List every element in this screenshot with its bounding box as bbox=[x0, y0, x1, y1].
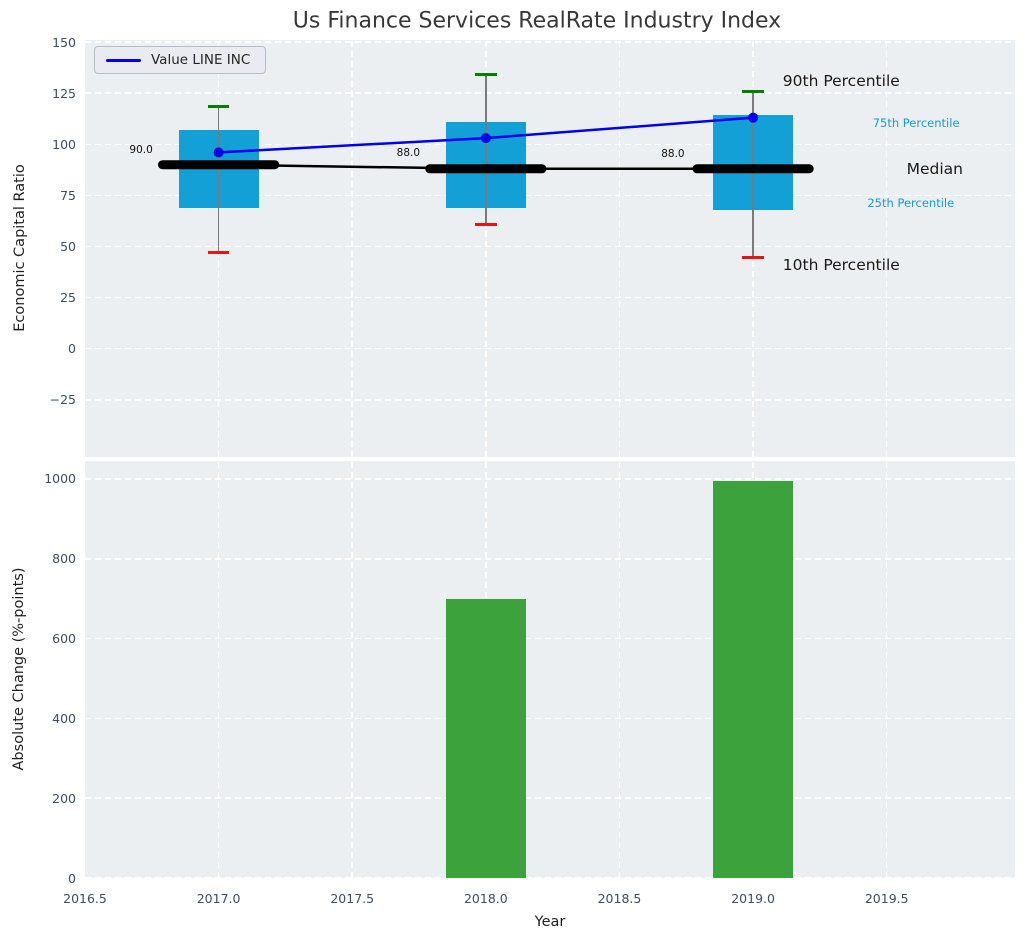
top-y-tick-label: −25 bbox=[49, 392, 76, 408]
gridline-horizontal bbox=[85, 92, 1015, 94]
top-y-tick-label: 0 bbox=[68, 341, 76, 357]
bottom-y-tick-label: 1000 bbox=[44, 471, 76, 487]
gridline-horizontal bbox=[85, 41, 1015, 43]
gridline-horizontal bbox=[85, 637, 1015, 640]
cap-10th-percentile bbox=[207, 251, 230, 255]
bar bbox=[713, 480, 794, 878]
top-y-tick-label: 125 bbox=[52, 85, 76, 101]
x-tick-label: 2019.5 bbox=[864, 891, 909, 906]
gridline-vertical bbox=[618, 461, 621, 878]
gridline-vertical bbox=[217, 461, 220, 878]
percentile-annotation: 10th Percentile bbox=[782, 255, 900, 274]
gridline-horizontal bbox=[85, 347, 1015, 350]
gridline-horizontal bbox=[85, 245, 1015, 248]
chart-title: Us Finance Services RealRate Industry In… bbox=[292, 8, 782, 34]
median-value-label: 90.0 bbox=[129, 144, 153, 157]
whisker-line bbox=[217, 106, 220, 253]
bottom-y-tick-label: 400 bbox=[52, 710, 76, 726]
gridline-vertical bbox=[351, 40, 353, 457]
percentile-annotation: 90th Percentile bbox=[782, 71, 900, 90]
bottom-y-tick-label: 600 bbox=[52, 631, 76, 647]
percentile-annotation: 25th Percentile bbox=[867, 195, 955, 210]
whisker-line bbox=[752, 91, 754, 258]
legend-label: Value LINE INC bbox=[151, 52, 251, 68]
gridline-horizontal bbox=[85, 296, 1015, 299]
bottom-y-tick-label: 200 bbox=[52, 790, 76, 806]
gridline-horizontal bbox=[85, 194, 1015, 197]
percentile-annotation: 75th Percentile bbox=[872, 115, 960, 130]
cap-90th-percentile bbox=[207, 104, 230, 108]
gridline-vertical bbox=[351, 461, 353, 878]
gridline-vertical bbox=[618, 40, 621, 457]
gridline-vertical bbox=[885, 461, 888, 878]
top-axes-background bbox=[85, 40, 1015, 457]
top-y-tick-label: 50 bbox=[60, 238, 76, 254]
x-tick-label: 2017.0 bbox=[196, 891, 241, 906]
legend-line-swatch bbox=[106, 58, 141, 62]
cap-10th-percentile bbox=[475, 223, 497, 227]
bottom-y-axis-label: Absolute Change (%-points) bbox=[11, 567, 27, 771]
x-axis-label: Year bbox=[534, 914, 566, 930]
whisker-line bbox=[485, 74, 487, 225]
median-value-label: 88.0 bbox=[396, 147, 421, 160]
x-tick-label: 2019.0 bbox=[731, 891, 775, 906]
x-tick-label: 2016.5 bbox=[63, 891, 107, 906]
bar bbox=[445, 598, 526, 878]
gridline-horizontal bbox=[85, 797, 1015, 799]
top-y-tick-label: 100 bbox=[52, 136, 76, 152]
top-y-tick-label: 150 bbox=[52, 34, 76, 50]
bottom-y-tick-label: 0 bbox=[68, 870, 76, 886]
x-tick-label: 2018.0 bbox=[463, 891, 508, 906]
x-tick-label: 2018.5 bbox=[597, 891, 642, 906]
top-y-tick-label: 75 bbox=[60, 187, 76, 203]
top-y-tick-label: 25 bbox=[60, 290, 76, 306]
cap-90th-percentile bbox=[475, 73, 497, 77]
gridline-horizontal bbox=[85, 478, 1015, 480]
percentile-annotation: Median bbox=[906, 159, 964, 178]
cap-10th-percentile bbox=[742, 256, 764, 260]
gridline-horizontal bbox=[85, 399, 1015, 401]
gridline-vertical bbox=[485, 40, 487, 457]
gridline-vertical bbox=[885, 40, 888, 457]
x-tick-label: 2017.5 bbox=[330, 891, 375, 906]
cap-90th-percentile bbox=[742, 89, 764, 93]
gridline-horizontal bbox=[85, 558, 1015, 560]
legend: Value LINE INC bbox=[94, 46, 267, 74]
bottom-y-tick-label: 800 bbox=[52, 551, 76, 567]
median-value-label: 88.0 bbox=[661, 148, 685, 161]
bottom-axes-background bbox=[85, 461, 1015, 878]
gridline-horizontal bbox=[85, 717, 1015, 720]
gridline-horizontal bbox=[85, 877, 1015, 879]
